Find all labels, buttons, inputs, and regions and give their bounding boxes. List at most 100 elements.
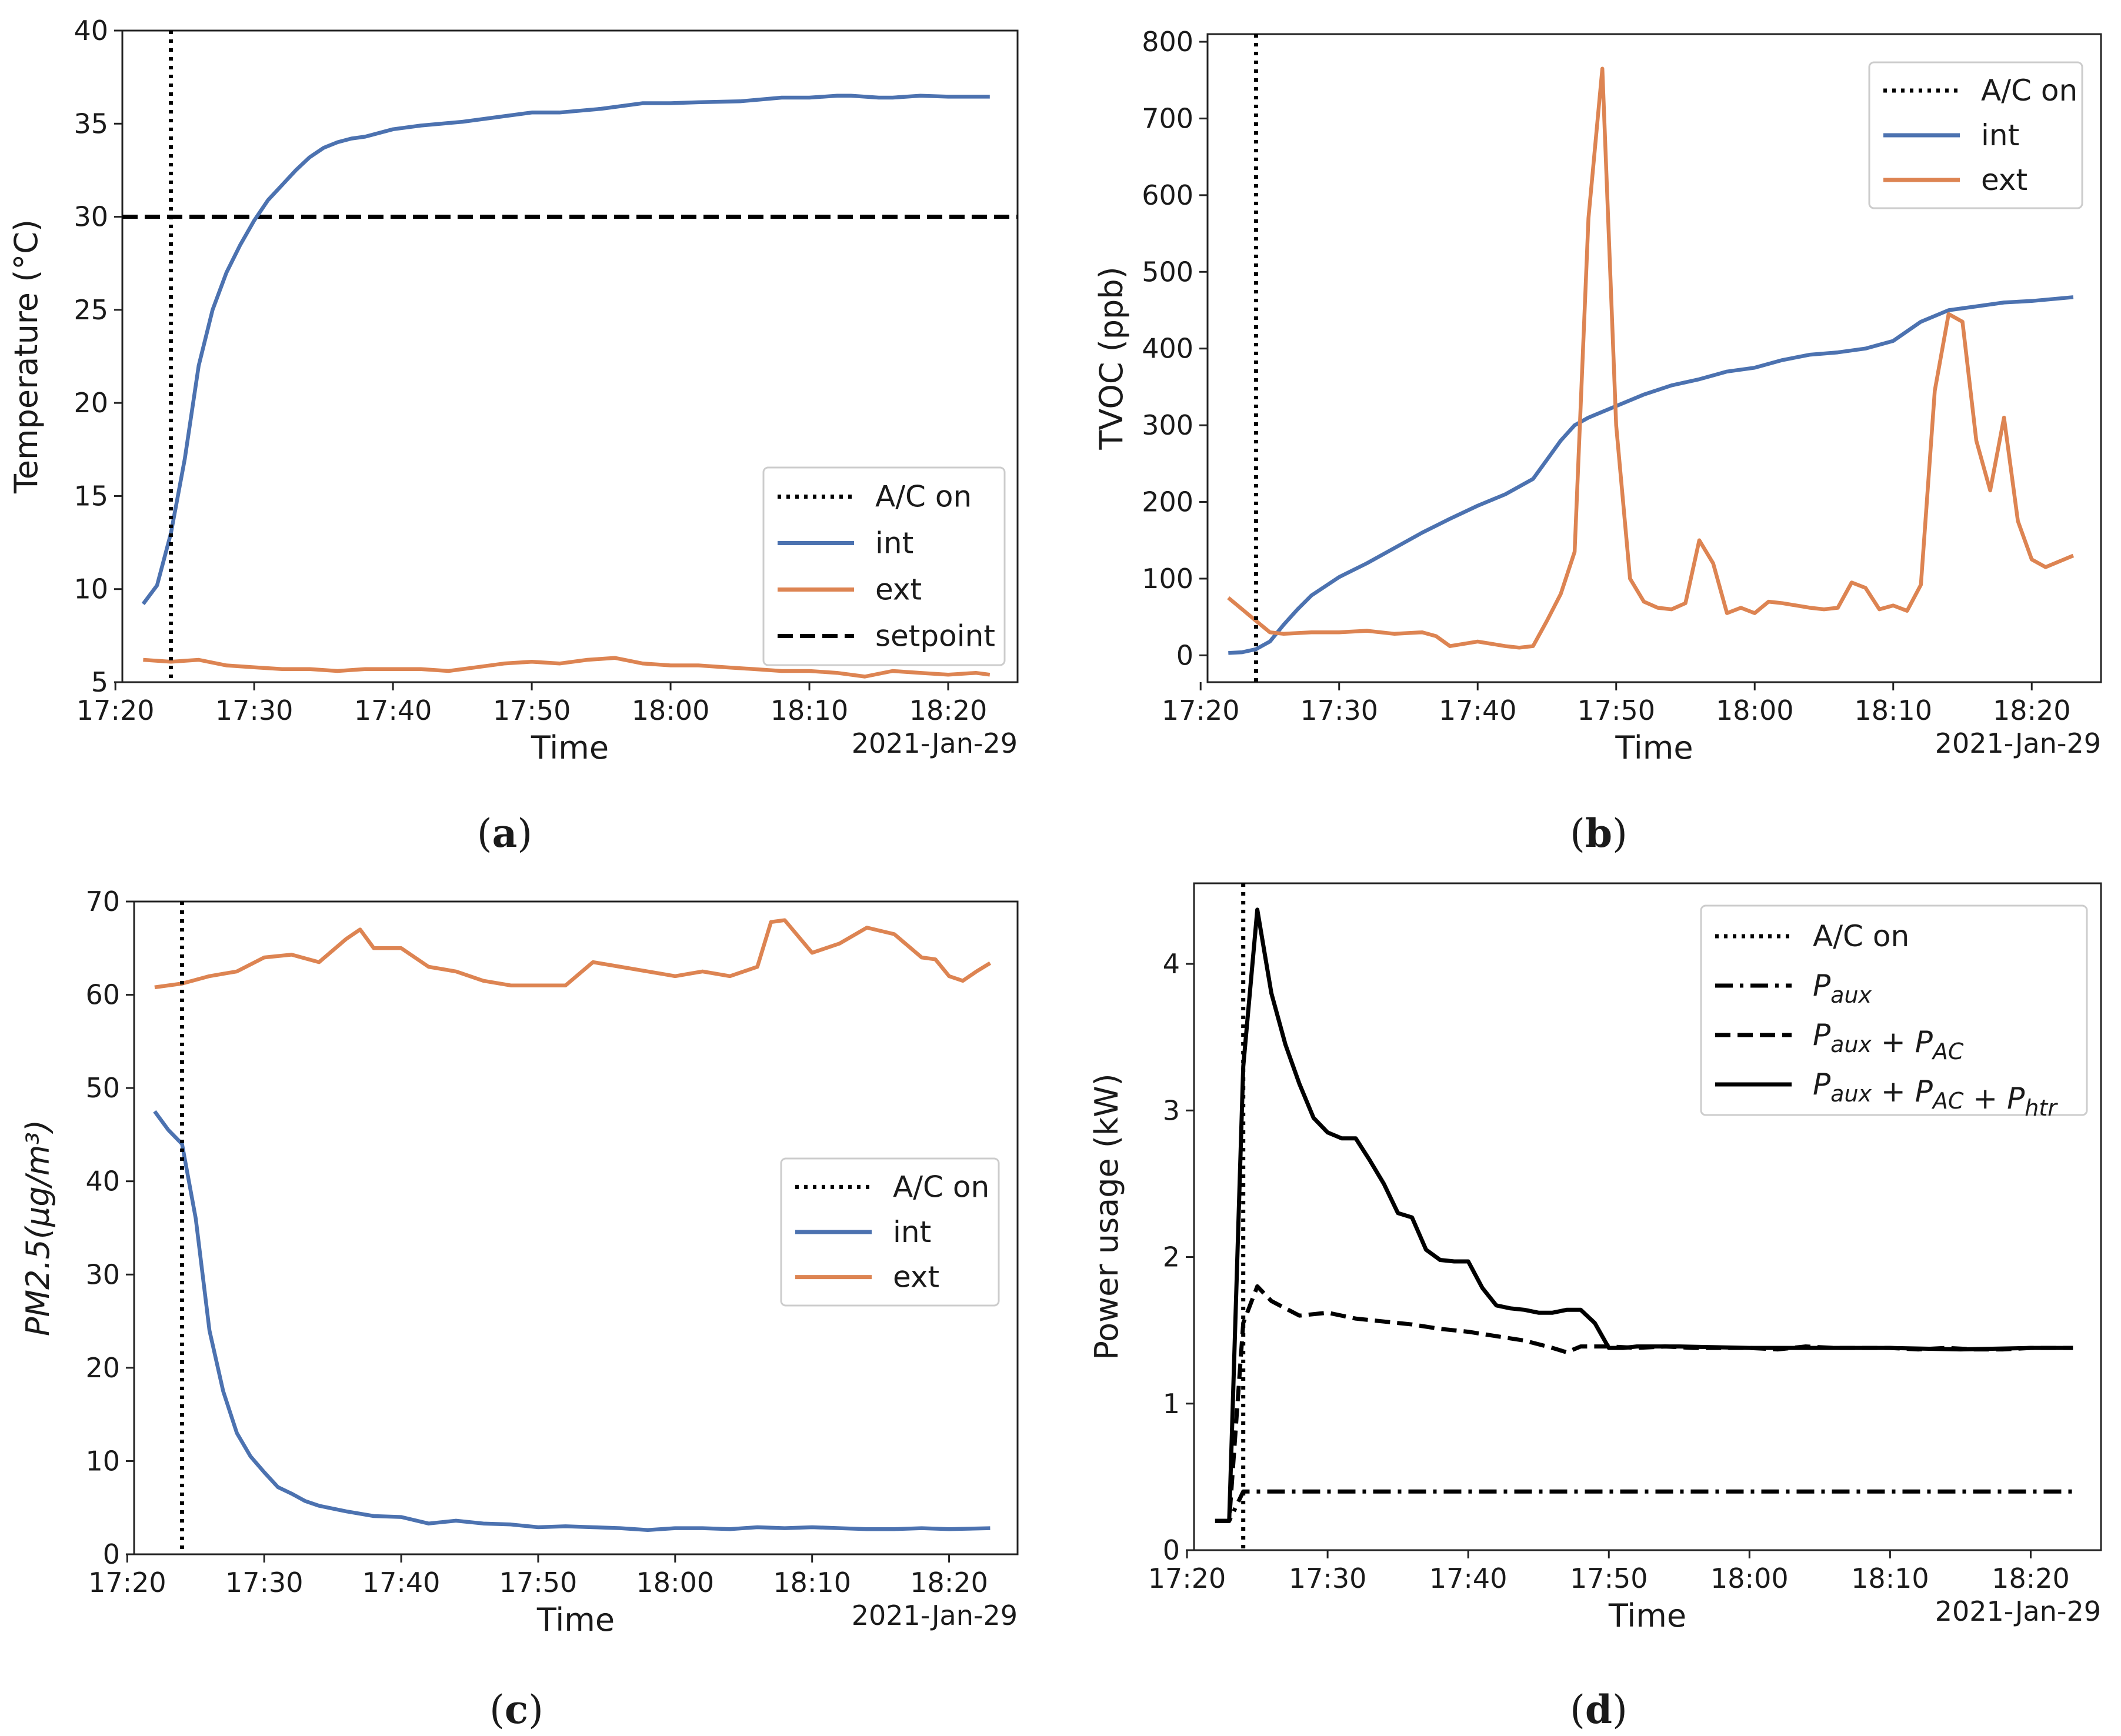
y-tick-label: 800 [1142, 26, 1193, 58]
date-label: 2021-Jan-29 [852, 1600, 1018, 1631]
panel-label: (c) [489, 1687, 543, 1732]
y-tick-label: 30 [74, 201, 108, 233]
x-tick-label: 17:50 [493, 695, 571, 726]
x-tick-label: 18:10 [773, 1567, 851, 1598]
panel-label: (d) [1570, 1687, 1628, 1732]
y-tick-label: 10 [85, 1445, 120, 1477]
legend-label: A/C on [893, 1170, 989, 1204]
legend-label: A/C on [1813, 919, 1909, 953]
x-tick-label: 18:20 [1993, 695, 2071, 726]
x-tick-label: 18:20 [909, 695, 988, 726]
data-layer [1215, 883, 2073, 1550]
y-tick-label: 0 [1176, 639, 1193, 671]
x-tick-label: 17:30 [215, 695, 294, 726]
panel-label-open: ( [477, 811, 492, 856]
panel-label: (a) [477, 810, 532, 856]
y-tick-label: 600 [1142, 179, 1193, 211]
panel-c: 17:20 17:30 17:40 17:50 18:00 18:10 18:20 0 10 20… [19, 886, 1019, 1732]
data-layer [122, 31, 1018, 682]
y-tick-label: 35 [74, 108, 108, 139]
x-tick-label: 17:50 [1570, 1563, 1648, 1594]
series-line-ext [154, 918, 992, 990]
legend-label: int [1981, 118, 2019, 152]
legend-subscript: aux [1830, 982, 1872, 1008]
y-axis-label: PM2.5(µg/m³) [19, 1120, 56, 1336]
legend-subscript: aux [1830, 1081, 1872, 1107]
y-tick-label: 4 [1163, 948, 1180, 980]
y-axis-label: Temperature (°C) [8, 219, 45, 494]
panel-label-letter: a [492, 810, 518, 856]
x-tick-label: 17:30 [1300, 695, 1378, 726]
x-axis-label: Time [1608, 1597, 1686, 1634]
data-layer [153, 902, 992, 1554]
legend-label: setpoint [875, 619, 995, 653]
legend: A/C on int ext [1868, 61, 2083, 209]
x-tick-label: 17:20 [1148, 1563, 1226, 1594]
x-axis-label: Time [1615, 729, 1693, 766]
legend-label: int [875, 526, 913, 560]
panel-d: 17:20 17:30 17:40 17:50 18:00 18:10 18:20 0 1 2 3 4… [1088, 882, 2102, 1732]
x-tick-label: 17:20 [76, 695, 155, 726]
legend-frame [1868, 61, 2083, 209]
panel-label: (b) [1570, 810, 1628, 856]
panel-label-open: ( [1570, 1687, 1585, 1732]
x-tick-label: 17:40 [362, 1567, 441, 1598]
x-axis-label: Time [536, 1601, 615, 1638]
y-tick-label: 0 [103, 1538, 120, 1570]
x-tick-label: 18:00 [1710, 1563, 1789, 1594]
legend-label: Paux [1813, 969, 1872, 1008]
legend-label: A/C on [875, 480, 972, 514]
y-tick-label: 10 [74, 573, 108, 605]
legend-label: Paux + PAC + Phtr [1813, 1067, 2058, 1121]
panel-label-open: ( [1570, 811, 1585, 856]
y-tick-label: 1 [1163, 1388, 1180, 1420]
y-tick-label: 700 [1142, 102, 1193, 134]
x-tick-label: 17:30 [1289, 1563, 1367, 1594]
legend-label: Paux + PAC [1813, 1018, 1964, 1064]
legend-subscript: AC [1931, 1088, 1964, 1114]
y-tick-label: 70 [85, 886, 120, 917]
x-tick-label: 17:30 [225, 1567, 304, 1598]
y-tick-label: 0 [1163, 1534, 1180, 1566]
date-label: 2021-Jan-29 [1935, 727, 2101, 759]
y-tick-label: 400 [1142, 333, 1193, 365]
y-tick-label: 15 [74, 480, 108, 512]
y-tick-label: 2 [1163, 1241, 1180, 1273]
x-tick-label: 18:10 [1851, 1563, 1929, 1594]
y-axis-label: TVOC (ppb) [1093, 266, 1130, 450]
legend-label: ext [893, 1260, 939, 1294]
legend: A/C on int ext [780, 1157, 1000, 1307]
panel-a: 17:20 17:30 17:40 17:50 18:00 18:10 18:20 5 10 15… [8, 15, 1019, 856]
panel-label-letter: c [505, 1687, 528, 1732]
legend: A/C on int ext setpoint [762, 466, 1006, 666]
y-tick-label: 20 [85, 1352, 120, 1384]
y-tick-label: 25 [74, 294, 108, 326]
x-tick-label: 18:20 [910, 1567, 988, 1598]
panel-label-close: ) [1612, 1687, 1628, 1732]
y-tick-label: 40 [74, 15, 108, 46]
panel-label-letter: b [1585, 810, 1612, 856]
panel-b: 17:20 17:30 17:40 17:50 18:00 18:10 18:20 0 100 2… [1093, 26, 2102, 856]
legend-subscript: aux [1830, 1031, 1872, 1057]
x-tick-label: 17:20 [1162, 695, 1240, 726]
series-line-int [141, 94, 990, 605]
panel-label-close: ) [528, 1687, 543, 1732]
legend-subscript: AC [1931, 1039, 1964, 1064]
series-line-ext [1227, 66, 2075, 650]
legend-label: ext [875, 573, 922, 607]
panel-label-close: ) [517, 811, 532, 856]
y-tick-label: 50 [85, 1072, 120, 1104]
panel-label-close: ) [1612, 811, 1628, 856]
legend-label: ext [1981, 163, 2027, 197]
legend-symbol: P [2007, 1081, 2025, 1116]
y-tick-label: 300 [1142, 409, 1193, 441]
x-tick-label: 18:10 [771, 695, 849, 726]
legend-plus: + [1963, 1081, 2007, 1116]
legend-label: A/C on [1981, 74, 2077, 108]
data-layer [1227, 34, 2075, 682]
y-tick-label: 100 [1142, 563, 1193, 595]
legend-label: int [893, 1215, 931, 1249]
x-axis-label: Time [531, 729, 609, 766]
y-tick-label: 40 [85, 1166, 120, 1197]
